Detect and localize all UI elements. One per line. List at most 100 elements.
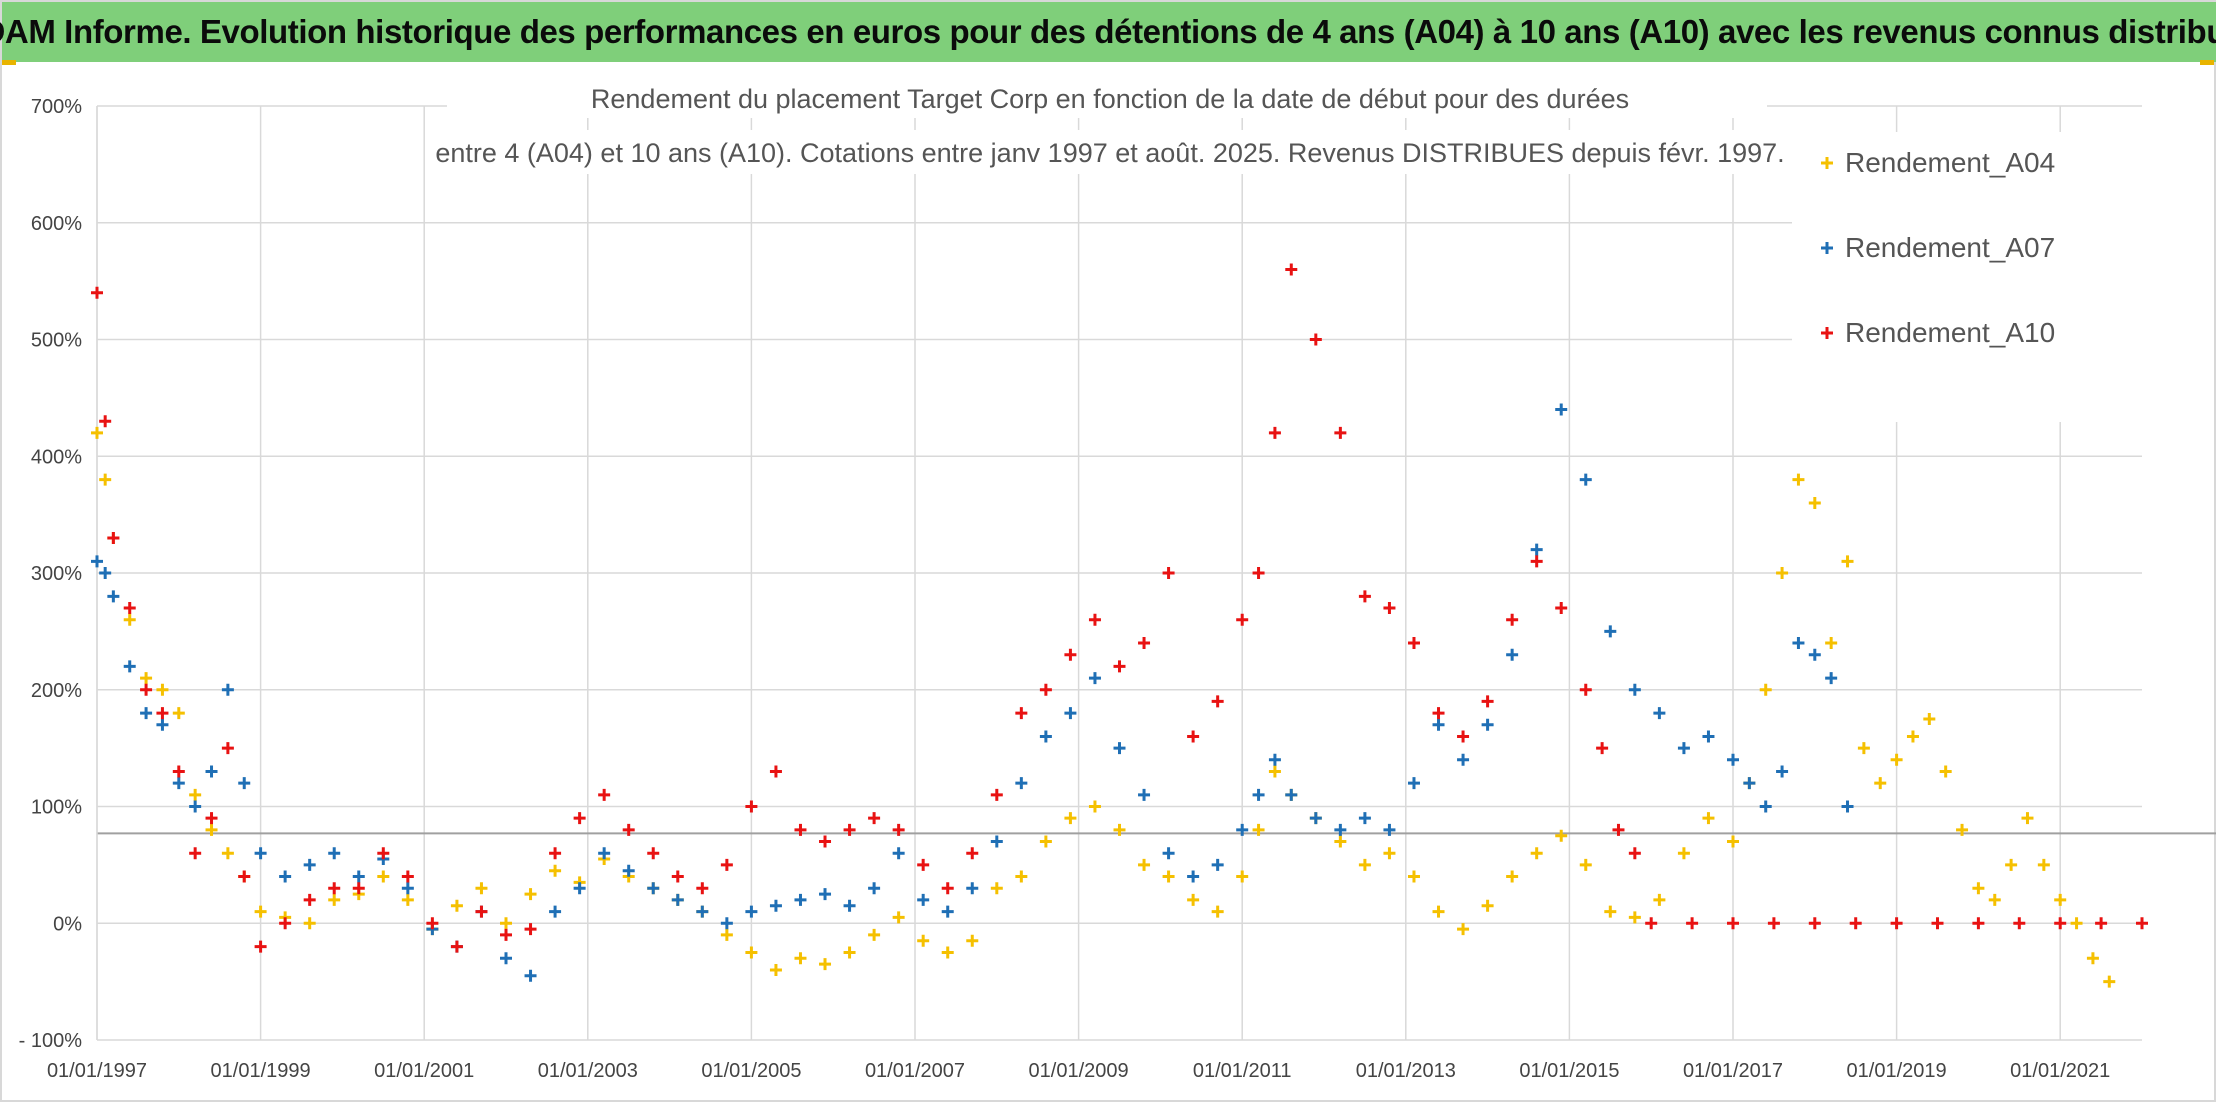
data-point — [2070, 917, 2083, 930]
data-point — [2136, 917, 2148, 930]
data-point — [868, 882, 881, 895]
data-point — [1931, 917, 1944, 930]
data-point — [696, 882, 709, 895]
data-point — [1677, 742, 1690, 755]
data-point — [1064, 812, 1077, 825]
data-point — [91, 426, 103, 439]
data-point — [1767, 917, 1780, 930]
x-tick-label: 01/01/2013 — [1356, 1060, 1456, 1082]
data-point — [401, 893, 414, 906]
data-point — [1211, 905, 1224, 918]
data-point — [1268, 426, 1281, 439]
data-point — [524, 969, 537, 982]
data-point — [140, 683, 153, 696]
data-point — [500, 928, 512, 941]
data-point — [794, 952, 807, 965]
data-point — [123, 602, 136, 615]
y-tick-label: 700% — [31, 96, 82, 118]
data-point — [221, 742, 234, 755]
data-point — [720, 928, 733, 941]
y-tick-label: 500% — [31, 330, 82, 352]
data-point — [622, 864, 635, 877]
data-point — [401, 882, 414, 895]
data-point — [1686, 917, 1699, 930]
data-point — [1923, 712, 1936, 725]
data-point — [2013, 917, 2026, 930]
data-point — [254, 905, 267, 918]
data-point — [1645, 917, 1658, 930]
y-tick-label: 0% — [53, 913, 82, 935]
data-point — [172, 777, 185, 790]
data-point — [990, 835, 1003, 848]
data-point — [1015, 707, 1028, 720]
data-point — [1792, 637, 1805, 650]
data-point — [720, 917, 733, 930]
data-point — [1481, 899, 1494, 912]
data-point — [1236, 870, 1249, 883]
data-point — [205, 812, 218, 825]
x-tick-label: 01/01/2011 — [1193, 1060, 1292, 1082]
data-point — [1628, 683, 1641, 696]
data-point — [450, 940, 463, 953]
data-point — [1334, 426, 1347, 439]
data-point — [819, 958, 832, 971]
data-point — [573, 882, 586, 895]
data-point — [1727, 917, 1739, 930]
data-point — [1285, 263, 1298, 276]
x-tick-label: 01/01/2017 — [1683, 1060, 1783, 1082]
data-point — [426, 917, 439, 930]
data-point — [1383, 847, 1396, 860]
data-point — [1653, 893, 1666, 906]
data-point — [1162, 567, 1175, 579]
data-point — [1890, 753, 1903, 766]
data-point — [205, 765, 218, 778]
data-point — [1849, 917, 1862, 930]
data-point — [1628, 847, 1641, 860]
data-point — [917, 934, 930, 947]
x-tick-label: 01/01/2019 — [1847, 1060, 1947, 1082]
legend-marker — [1821, 242, 1833, 254]
data-point — [99, 473, 112, 486]
data-point — [2021, 812, 2034, 825]
data-point — [1432, 905, 1445, 918]
data-point — [549, 864, 562, 877]
data-point — [303, 858, 316, 871]
data-point — [254, 940, 267, 953]
data-point — [189, 800, 202, 813]
data-point — [966, 882, 979, 895]
data-point — [1841, 800, 1854, 813]
data-point — [1334, 835, 1347, 848]
data-point — [1162, 870, 1175, 883]
data-point — [1334, 823, 1347, 836]
data-point — [1677, 847, 1690, 860]
data-point — [2054, 893, 2067, 906]
data-point — [500, 952, 512, 965]
data-point — [1138, 637, 1151, 650]
y-tick-label: 100% — [31, 797, 82, 819]
y-tick-label: 200% — [31, 680, 82, 702]
data-point — [1612, 823, 1625, 836]
data-point — [1039, 730, 1052, 743]
x-tick-label: 01/01/2021 — [2010, 1060, 2110, 1082]
data-point — [819, 888, 832, 901]
data-point — [99, 415, 112, 428]
data-point — [1506, 870, 1519, 883]
data-point — [189, 847, 202, 860]
legend-box — [1792, 132, 2142, 422]
data-point — [1743, 777, 1756, 790]
data-point — [1972, 917, 1985, 930]
data-point — [647, 847, 660, 860]
data-point — [1187, 730, 1200, 743]
y-tick-label: - 100% — [19, 1030, 83, 1052]
data-point — [2103, 975, 2116, 988]
data-point — [1113, 823, 1126, 836]
legend-label: Rendement_A04 — [1845, 147, 2055, 178]
data-point — [622, 823, 635, 836]
data-point — [1702, 812, 1715, 825]
data-point — [221, 683, 234, 696]
data-point — [769, 963, 782, 976]
data-point — [303, 893, 316, 906]
y-tick-label: 400% — [31, 446, 82, 468]
data-point — [1906, 730, 1919, 743]
data-point — [1064, 648, 1077, 661]
